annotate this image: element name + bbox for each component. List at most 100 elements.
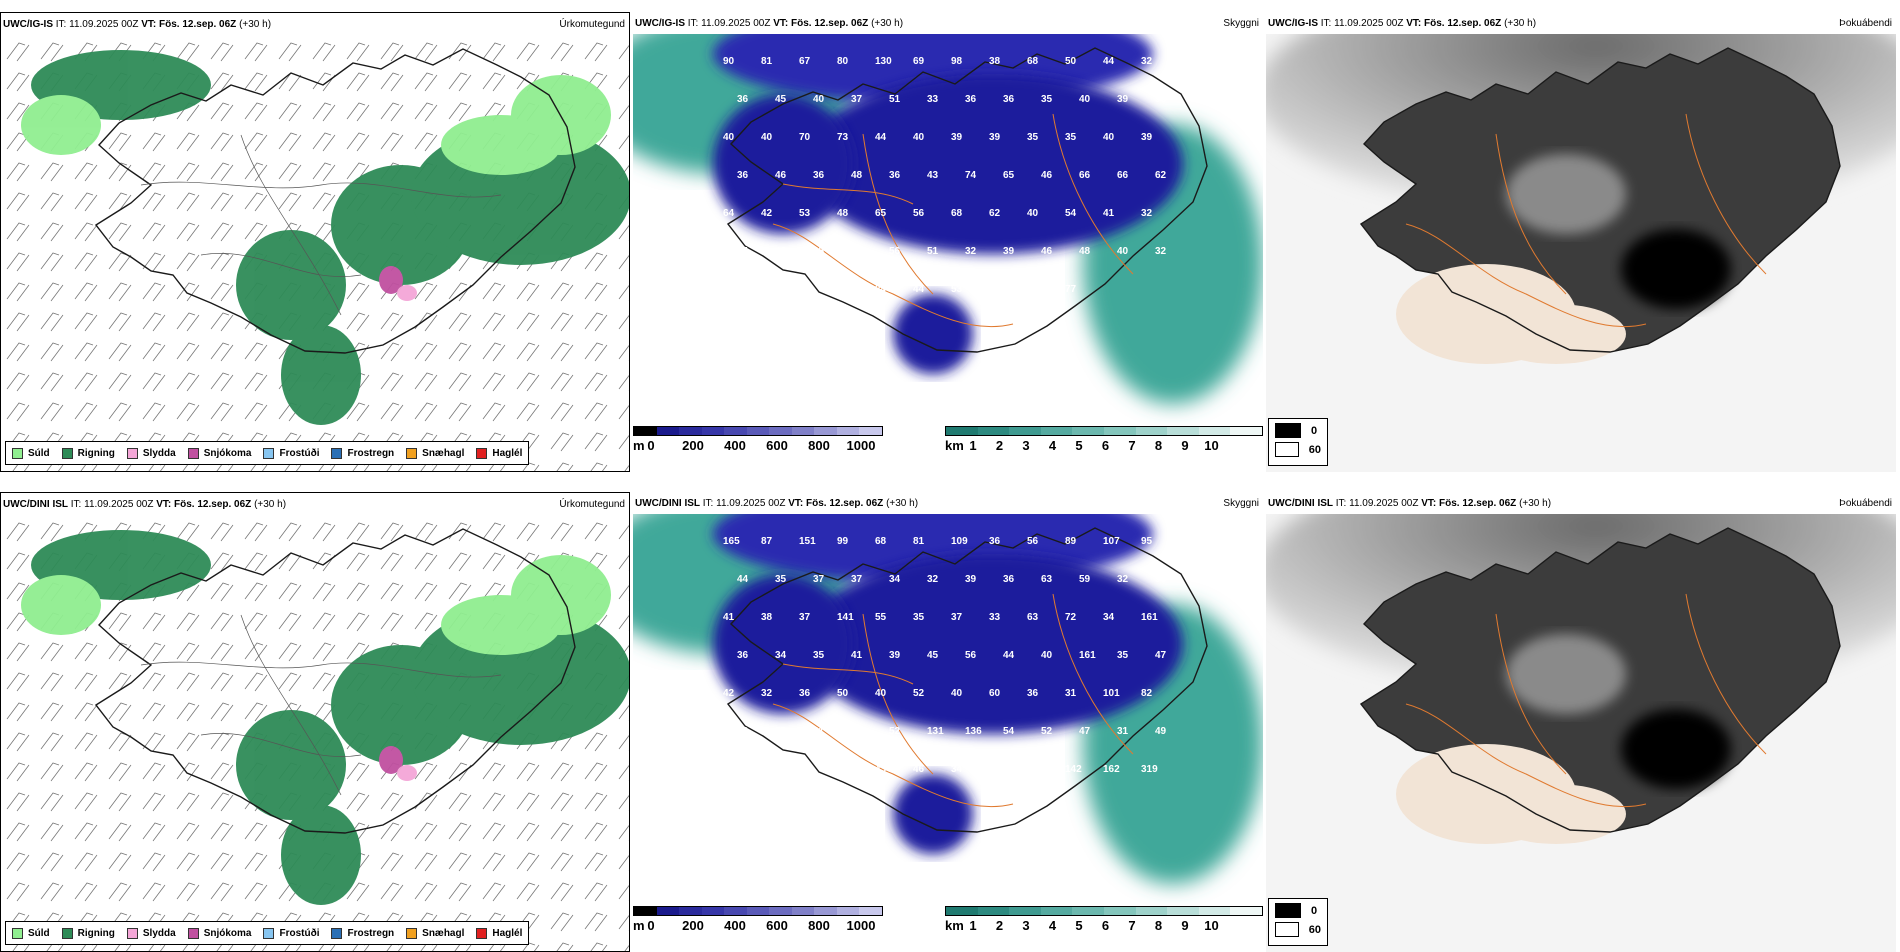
visibility-value: 48	[1079, 246, 1091, 257]
panel-title: Úrkomutegund	[559, 499, 625, 510]
lead-time: (+30 h)	[886, 498, 919, 509]
panel-header: UWC/IG-IS IT: 11.09.2025 00Z VT: Fös. 12…	[1266, 16, 1896, 32]
visibility-value: 39	[989, 132, 1001, 143]
visibility-value: 130	[875, 56, 892, 67]
visibility-map: 165 87 151 99 68 81 109 36 56 89 107 95 44 35 37 37 34 32…	[633, 514, 1263, 914]
visibility-tick: 4	[1048, 918, 1057, 933]
legend-swatch	[12, 927, 23, 939]
visibility-value: 35	[1065, 132, 1077, 143]
legend-item: Slydda	[126, 927, 176, 939]
init-time: 11.09.2025 00Z	[1334, 18, 1404, 29]
visibility-value: 69	[913, 56, 925, 67]
valid-time: Fös. 12.sep. 06Z	[174, 499, 252, 510]
visibility-value: 95	[1141, 536, 1153, 547]
visibility-value: 35	[813, 246, 825, 257]
fog-legend-item: 60	[1275, 922, 1321, 937]
visibility-value: 43	[927, 170, 939, 181]
visibility-tick: 9	[1181, 918, 1189, 933]
visibility-value: 41	[851, 650, 863, 661]
cloud-base-tick: 200	[682, 438, 704, 453]
visibility-value: 36	[965, 94, 977, 105]
visibility-value: 52	[1041, 726, 1053, 737]
visibility-value: 54	[1065, 208, 1077, 219]
visibility-value: 42	[761, 208, 773, 219]
visibility-value: 44	[913, 284, 925, 295]
fog-legend-item: 60	[1275, 442, 1321, 457]
visibility-labels: 90 81 67 80 130 69 98 38 68 50 44 32 36 45 40 37 51 33 36 3…	[723, 56, 1167, 295]
visibility-value: 64	[723, 208, 735, 219]
visibility-value: 34	[951, 764, 963, 775]
cloud-base-tick: 800	[808, 918, 830, 933]
visibility-value: 35	[1155, 94, 1167, 105]
cloud-base-unit: m	[633, 438, 645, 453]
legend-item: Frostúði	[263, 447, 319, 459]
visibility-value: 62	[989, 208, 1001, 219]
visibility-value: 35	[813, 650, 825, 661]
it-label: IT:	[687, 18, 699, 29]
visibility-tick: 7	[1128, 438, 1136, 453]
fog-legend-swatch	[1275, 922, 1299, 937]
roads	[1405, 113, 1767, 328]
panel-title: Skyggni	[1223, 498, 1259, 509]
cloud-base-tick: 0	[647, 918, 655, 933]
visibility-value: 136	[965, 726, 982, 737]
visibility-value: 35	[913, 612, 925, 623]
cloud-base-colorbar: m 0 200 400 600 800 1000	[633, 906, 883, 933]
visibility-value: 46	[775, 170, 787, 181]
valid-time: Fös. 12.sep. 06Z	[806, 498, 884, 509]
cloud-base-tick: 1000	[846, 438, 876, 453]
visibility-value: 40	[1041, 650, 1053, 661]
legend-item: Slydda	[126, 447, 176, 459]
fog-legend-label: 60	[1308, 923, 1321, 936]
vt-label: VT:	[141, 19, 157, 30]
roads	[772, 593, 1134, 808]
visibility-value: 39	[951, 132, 963, 143]
legend-label: Snæhagl	[422, 447, 465, 459]
legend-swatch	[406, 447, 418, 459]
visibility-value: 44	[1103, 56, 1115, 67]
visibility-value: 56	[1027, 536, 1039, 547]
legend-item: Frostregn	[331, 447, 394, 459]
panel-header: UWC/IG-IS IT: 11.09.2025 00Z VT: Fös. 12…	[1, 17, 629, 33]
legend-label: Frostúði	[279, 927, 320, 939]
legend-label: Rigning	[77, 447, 115, 459]
lead-time: (+30 h)	[1504, 18, 1537, 29]
visibility-value: 36	[1003, 94, 1015, 105]
visibility-value: 36	[837, 284, 849, 295]
legend-swatch	[12, 447, 23, 459]
visibility-value: 44	[1003, 650, 1015, 661]
low-cloud-area	[713, 574, 853, 714]
it-label: IT:	[70, 499, 82, 510]
visibility-value: 40	[951, 688, 963, 699]
legend-label: Slydda	[142, 447, 176, 459]
visibility-value: 63	[1041, 574, 1053, 585]
visibility-value: 87	[761, 536, 773, 547]
visibility-value: 37	[813, 574, 825, 585]
legend-item: Snæhagl	[406, 927, 464, 939]
precip-legend: Súld Rigning Slydda Snjókoma Frostúði Fr…	[5, 921, 530, 945]
visibility-value: 40	[1079, 94, 1091, 105]
visibility-value: 90	[723, 56, 735, 67]
low-cloud-area	[893, 294, 973, 374]
fog-legend-swatch	[1275, 442, 1299, 457]
fog-legend-item: 0	[1275, 423, 1321, 438]
low-cloud-area	[803, 74, 1183, 254]
visibility-value: 32	[965, 246, 977, 257]
visibility-tick: 7	[1128, 918, 1136, 933]
visibility-value: 141	[837, 612, 854, 623]
visibility-value: 55	[875, 612, 887, 623]
visibility-value: 63	[737, 726, 749, 737]
legend-swatch	[126, 927, 138, 939]
visibility-value: 33	[1155, 574, 1167, 585]
visibility-value: 40	[1027, 208, 1039, 219]
visibility-value: 44	[875, 132, 887, 143]
visibility-value: 102	[723, 764, 740, 775]
legend-item: Haglél	[476, 927, 522, 939]
fog-legend-label: 0	[1311, 904, 1318, 917]
run-info: UWC/IG-IS IT: 11.09.2025 00Z VT: Fös. 12…	[3, 17, 271, 33]
visibility-value: 32	[1155, 246, 1167, 257]
visibility-value: 36	[1027, 688, 1039, 699]
model-name: UWC/IG-IS	[635, 18, 685, 29]
lead-time: (+30 h)	[239, 19, 272, 30]
visibility-value: 37	[951, 612, 963, 623]
